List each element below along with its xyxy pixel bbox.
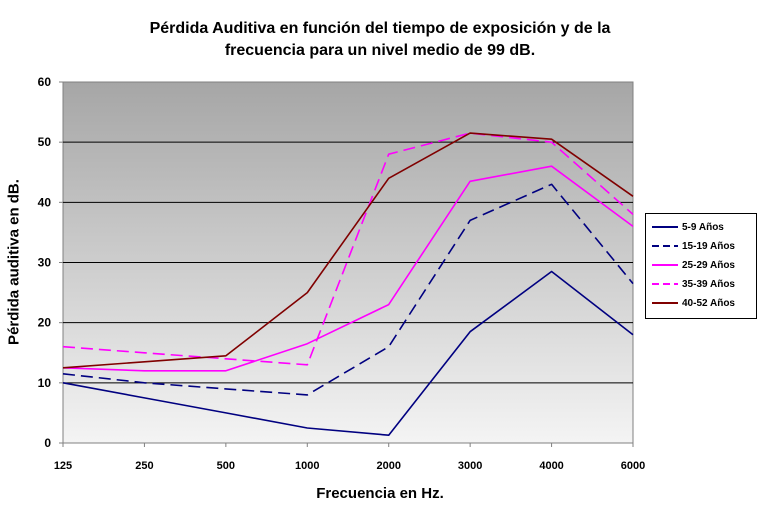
legend-swatch xyxy=(652,302,678,304)
legend-label: 40-52 Años xyxy=(682,297,735,309)
x-tick-label: 2000 xyxy=(376,460,400,472)
x-tick-label: 4000 xyxy=(539,460,563,472)
legend-swatch xyxy=(652,264,678,266)
legend-label: 25-29 Años xyxy=(682,259,735,271)
legend-item-1: 5-9 Años xyxy=(652,220,724,234)
x-axis-label: Frecuencia en Hz. xyxy=(316,485,444,502)
series-line-2 xyxy=(62,183,634,396)
legend: 5-9 Años 15-19 Años 25-29 Años 35-39 Años 40… xyxy=(645,213,757,319)
legend-item-2: 15-19 Años xyxy=(652,239,735,253)
x-tick-label: 250 xyxy=(135,460,153,472)
legend-label: 15-19 Años xyxy=(682,240,735,252)
y-tick-label: 60 xyxy=(38,75,52,89)
y-tick-label: 30 xyxy=(38,256,52,270)
legend-item-4: 35-39 Años xyxy=(652,277,735,291)
legend-item-5: 40-52 Años xyxy=(652,296,735,310)
x-tick-label: 500 xyxy=(217,460,235,472)
y-tick-label: 20 xyxy=(38,316,52,330)
legend-label: 35-39 Años xyxy=(682,278,735,290)
x-tick-label: 125 xyxy=(54,460,72,472)
legend-item-3: 25-29 Años xyxy=(652,258,735,272)
series-line-5 xyxy=(62,132,634,369)
legend-swatch xyxy=(652,245,678,247)
y-axis-label: Pérdida auditiva en dB. xyxy=(5,179,23,345)
y-tick-label: 50 xyxy=(38,135,52,149)
series-line-1 xyxy=(62,270,634,437)
legend-label: 5-9 Años xyxy=(682,221,724,233)
chart-title-line-1: Pérdida Auditiva en función del tiempo d… xyxy=(149,20,611,37)
chart-title-line-2: frecuencia para un nivel medio de 99 dB. xyxy=(224,42,536,59)
y-tick-label: 0 xyxy=(44,436,51,450)
series-line-3 xyxy=(62,165,634,372)
chart-title: Pérdida Auditiva en función del tiempo d… xyxy=(60,18,700,62)
legend-swatch xyxy=(652,283,678,285)
series-line-4 xyxy=(62,132,634,366)
x-tick-label: 3000 xyxy=(458,460,482,472)
x-tick-label: 6000 xyxy=(621,460,645,472)
x-tick-label: 1000 xyxy=(295,460,319,472)
y-tick-label: 10 xyxy=(38,376,52,390)
y-tick-label: 40 xyxy=(38,195,52,209)
legend-swatch xyxy=(652,226,678,228)
